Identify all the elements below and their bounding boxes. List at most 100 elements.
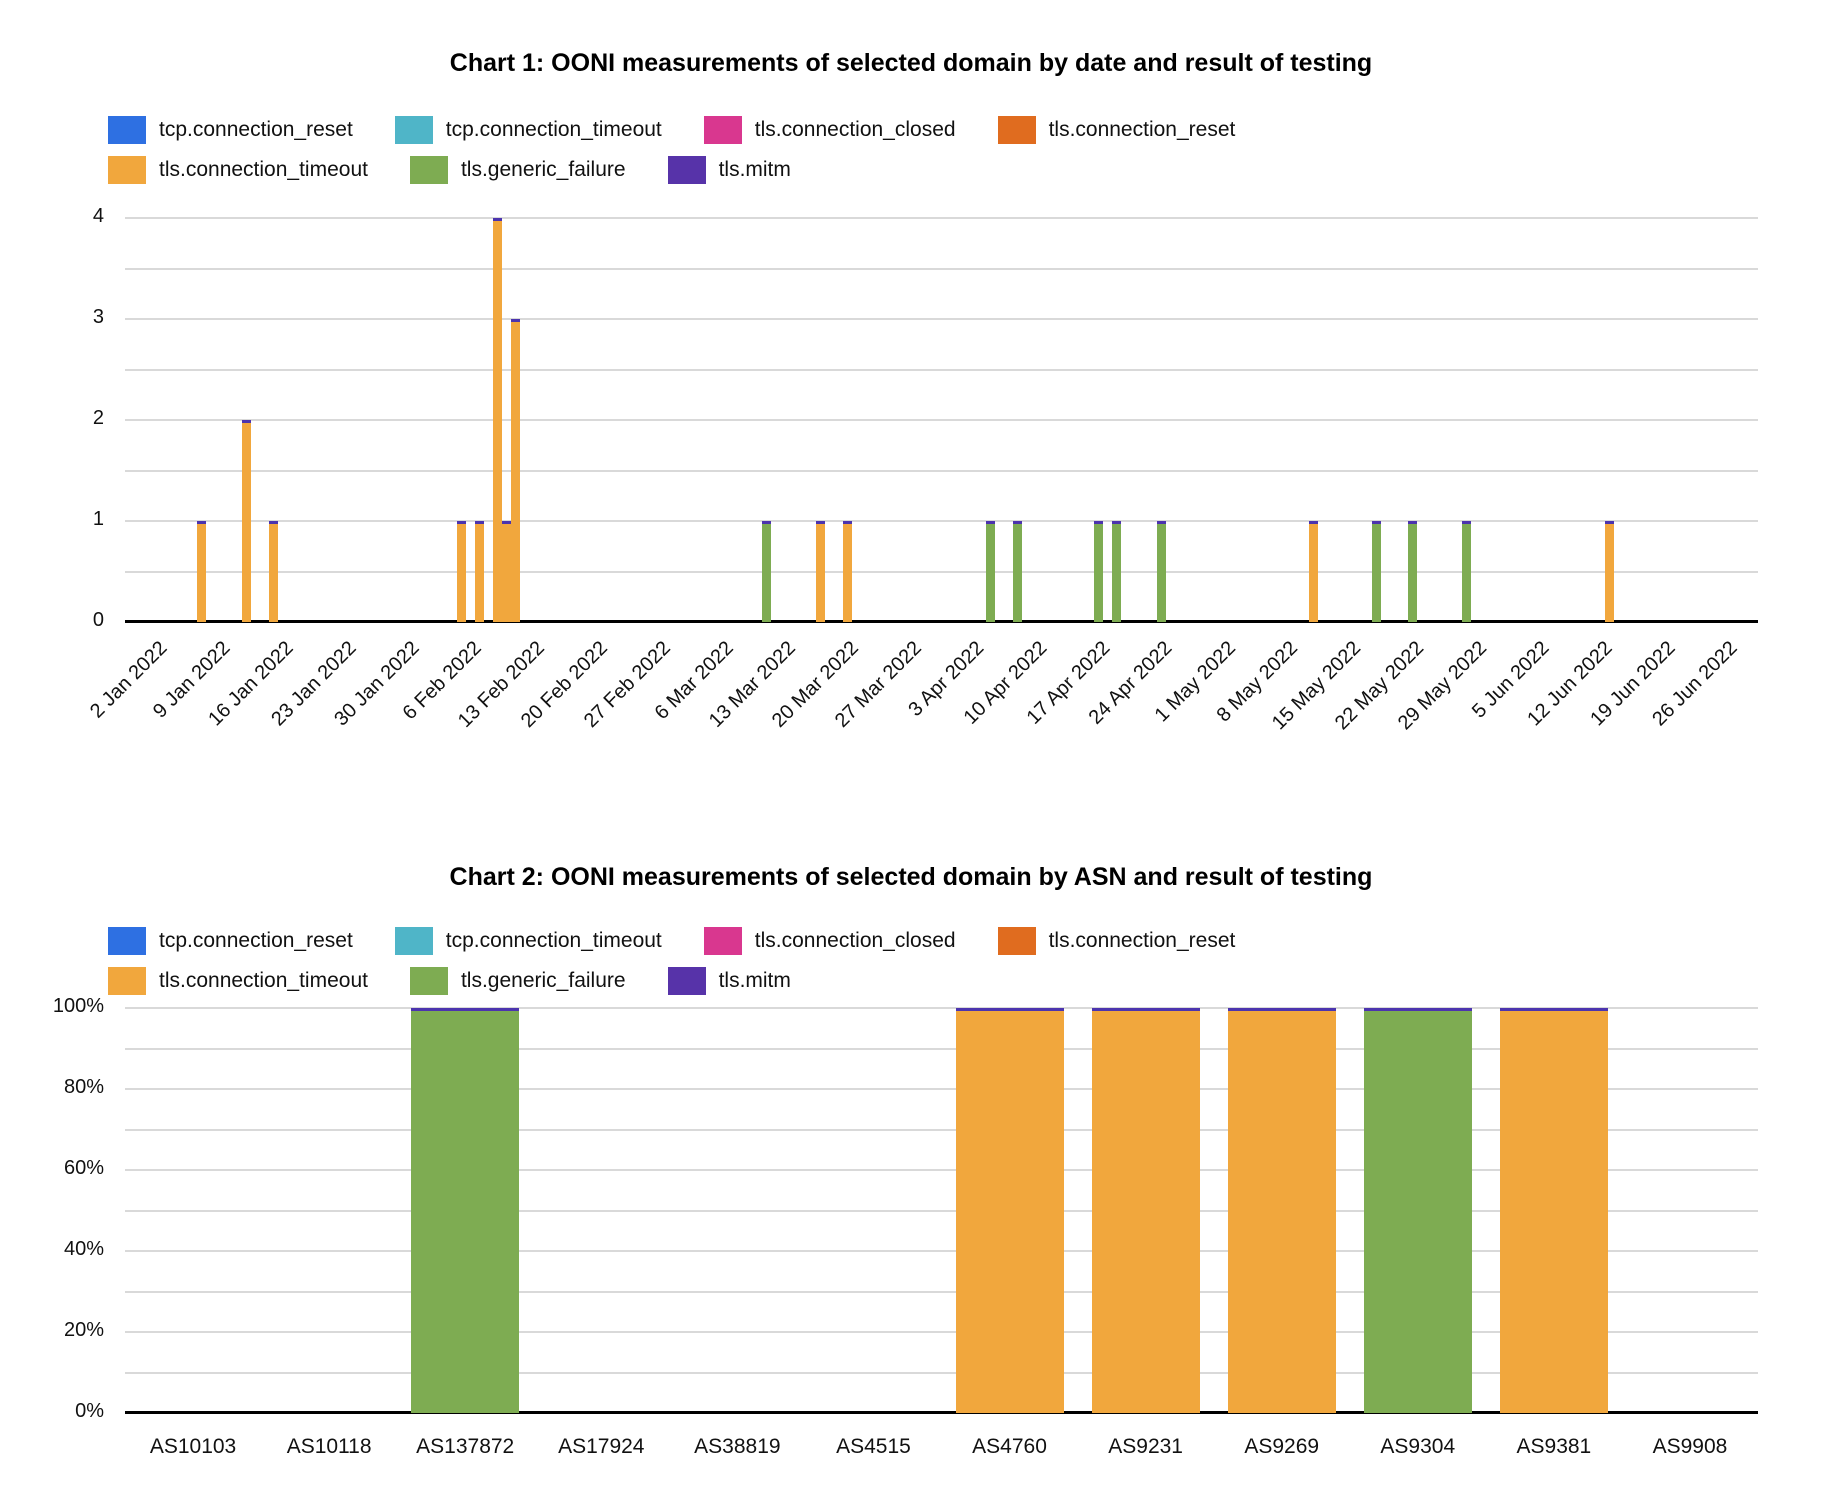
- chart-1-legend-row-1: tcp.connection_reset tcp.connection_timeo…: [108, 116, 1235, 144]
- gridline: [125, 570, 1758, 573]
- bar-tls.connection_timeout-AS4760[interactable]: [955, 1008, 1064, 1413]
- bar-tls.connection_timeout-18-Jan-2022[interactable]: [268, 521, 278, 622]
- gridline: [125, 267, 1758, 270]
- gridline: [125, 1169, 1758, 1171]
- legend-label: tls.connection_closed: [754, 929, 956, 952]
- bar-tls.generic_failure-22-Apr-2022[interactable]: [1111, 521, 1121, 622]
- tls-mitm-cap: [955, 1008, 1064, 1011]
- gridline: [125, 217, 1758, 219]
- chart-2-title: Chart 2: OONI measurements of selected d…: [449, 862, 1373, 891]
- tls-mitm-cap: [1372, 521, 1382, 524]
- legend-label: tls.mitm: [718, 969, 791, 992]
- bar-tls.connection_timeout-10-Jan-2022[interactable]: [196, 521, 206, 622]
- tls.mitm-swatch-icon: [667, 156, 706, 184]
- legend-label: tcp.connection_reset: [159, 118, 353, 141]
- bar-tls.generic_failure-25-May-2022[interactable]: [1408, 521, 1418, 622]
- legend-item-tls.connection_timeout: tls.connection_timeout: [108, 156, 368, 184]
- x-tick-label-AS10118: AS10118: [286, 1435, 372, 1458]
- tls-mitm-cap: [1363, 1008, 1472, 1011]
- y-tick-label: 3: [92, 306, 104, 328]
- legend-label: tls.connection_closed: [754, 118, 956, 141]
- gridline: [125, 1007, 1758, 1009]
- bar-tls.connection_timeout-AS9269[interactable]: [1227, 1008, 1336, 1413]
- legend-label: tcp.connection_timeout: [445, 118, 662, 141]
- x-tick-label-AS17924: AS17924: [558, 1435, 645, 1458]
- bar-tls.connection_timeout-AS9231[interactable]: [1091, 1008, 1200, 1413]
- tls-mitm-cap: [1091, 1008, 1200, 1011]
- legend-item-tls.mitm: tls.mitm: [667, 967, 791, 995]
- gridline: [125, 1371, 1758, 1374]
- bar-tls.generic_failure-27-Apr-2022[interactable]: [1156, 521, 1166, 622]
- tcp.connection_timeout-swatch-icon: [394, 927, 433, 955]
- legend-label: tls.connection_timeout: [159, 969, 368, 992]
- bar-tls.connection_timeout-15-Jan-2022[interactable]: [241, 420, 251, 622]
- tls-mitm-cap: [815, 521, 825, 524]
- tls-mitm-cap: [986, 521, 996, 524]
- bar-tls.generic_failure-31-May-2022[interactable]: [1461, 521, 1471, 622]
- legend-label: tcp.connection_timeout: [445, 929, 662, 952]
- tls-mitm-cap: [501, 521, 511, 524]
- tls.generic_failure-swatch-icon: [409, 967, 448, 995]
- tls.connection_closed-swatch-icon: [703, 927, 742, 955]
- y-tick-label: 4: [92, 205, 104, 227]
- chart-2-plot-area: [125, 1007, 1758, 1414]
- x-tick-label-AS38819: AS38819: [694, 1435, 781, 1458]
- gridline: [125, 1128, 1758, 1131]
- tls.generic_failure-swatch-icon: [409, 156, 448, 184]
- tls.connection_timeout-swatch-icon: [108, 156, 146, 184]
- gridline: [125, 469, 1758, 472]
- bar-tls.connection_timeout-AS9381[interactable]: [1499, 1008, 1608, 1413]
- chart-1-legend-row-2: tls.connection_timeout tls.generic_failur…: [108, 156, 791, 184]
- legend-label: tls.connection_reset: [1048, 929, 1236, 952]
- bar-tls.connection_timeout-13-Feb-2022[interactable]: [501, 521, 511, 622]
- bar-tls.generic_failure-AS9304[interactable]: [1363, 1008, 1472, 1413]
- tls.connection_closed-swatch-icon: [703, 116, 742, 144]
- x-tick-label-AS9381: AS9381: [1516, 1435, 1592, 1458]
- bar-tls.generic_failure-AS137872[interactable]: [411, 1008, 520, 1413]
- legend-label: tls.generic_failure: [460, 158, 626, 181]
- bar-tls.generic_failure-11-Apr-2022[interactable]: [1013, 521, 1023, 622]
- x-tick-label-AS4515: AS4515: [836, 1435, 911, 1458]
- bar-tls.generic_failure-8-Apr-2022[interactable]: [986, 521, 996, 622]
- bar-tls.connection_timeout-20-Mar-2022[interactable]: [815, 521, 825, 622]
- tls-mitm-cap: [474, 521, 484, 524]
- tls-mitm-cap: [1094, 521, 1104, 524]
- tls.mitm-swatch-icon: [667, 967, 706, 995]
- tcp.connection_reset-swatch-icon: [108, 116, 146, 144]
- gridline: [125, 318, 1758, 320]
- bar-tls.generic_failure-14-Mar-2022[interactable]: [762, 521, 772, 622]
- tls-mitm-cap: [762, 521, 772, 524]
- legend-label: tls.mitm: [718, 158, 791, 181]
- y-tick-label: 60%: [63, 1157, 104, 1179]
- gridline: [125, 1047, 1758, 1050]
- y-tick-label: 2: [92, 407, 104, 429]
- chart-2-legend-row-2: tls.connection_timeout tls.generic_failur…: [108, 967, 791, 995]
- x-tick-label-AS9304: AS9304: [1380, 1435, 1456, 1458]
- bar-tls.connection_timeout-10-Feb-2022[interactable]: [474, 521, 484, 622]
- tls-mitm-cap: [1605, 521, 1615, 524]
- legend-item-tls.generic_failure: tls.generic_failure: [409, 156, 626, 184]
- tls-mitm-cap: [1408, 521, 1418, 524]
- bar-tls.generic_failure-21-May-2022[interactable]: [1372, 521, 1382, 622]
- bar-tls.connection_timeout-8-Feb-2022[interactable]: [456, 521, 466, 622]
- gridline: [125, 368, 1758, 371]
- legend-item-tls.connection_reset: tls.connection_reset: [997, 927, 1236, 955]
- legend-item-tls.connection_closed: tls.connection_closed: [703, 927, 956, 955]
- bar-tls.connection_timeout-12-Feb-2022[interactable]: [492, 218, 502, 622]
- bar-tls.connection_timeout-23-Mar-2022[interactable]: [842, 521, 852, 622]
- tls-mitm-cap: [492, 218, 502, 221]
- legend-item-tls.connection_closed: tls.connection_closed: [703, 116, 956, 144]
- tls-mitm-cap: [1013, 521, 1023, 524]
- bar-tls.connection_timeout-14-May-2022[interactable]: [1309, 521, 1319, 622]
- legend-label: tls.generic_failure: [460, 969, 626, 992]
- bar-tls.connection_timeout-14-Feb-2022[interactable]: [510, 319, 520, 622]
- legend-item-tls.generic_failure: tls.generic_failure: [409, 967, 626, 995]
- chart-1-title: Chart 1: OONI measurements of selected d…: [449, 48, 1373, 77]
- tls-mitm-cap: [1111, 521, 1121, 524]
- bar-tls.connection_timeout-16-Jun-2022[interactable]: [1605, 521, 1615, 622]
- tcp.connection_reset-swatch-icon: [108, 927, 146, 955]
- bar-tls.generic_failure-20-Apr-2022[interactable]: [1094, 521, 1104, 622]
- tls-mitm-cap: [1156, 521, 1166, 524]
- gridline: [125, 1209, 1758, 1212]
- x-tick-label-AS137872: AS137872: [416, 1435, 515, 1458]
